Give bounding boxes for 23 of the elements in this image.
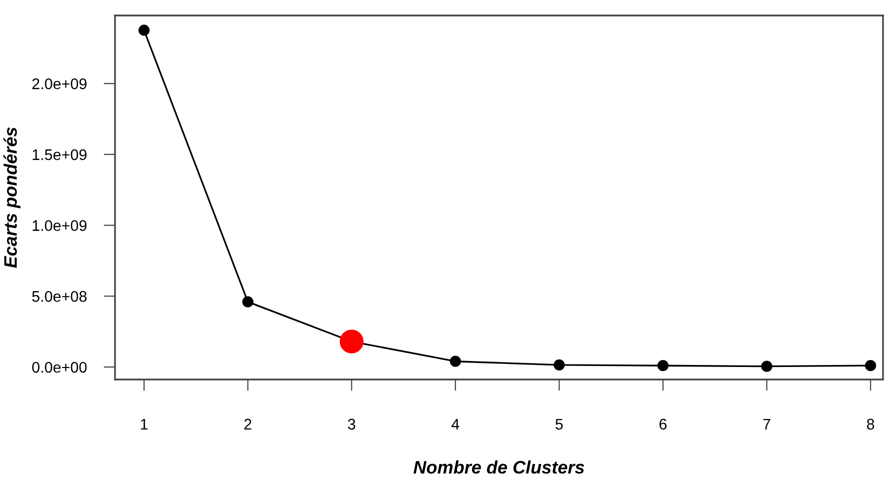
y-tick-label: 0.0e+00 [32,362,87,373]
point [340,330,364,354]
y-tick-label: 1.5e+09 [32,149,86,160]
point [761,360,772,372]
x-tick-label: 3 [348,418,356,430]
y-axis-title: Ecarts pondérés [3,127,20,268]
x-tick-label: 4 [452,418,460,430]
point [864,360,876,372]
x-tick-label: 2 [244,418,252,430]
x-tick-label: 7 [763,418,770,430]
x-axis-title: Nombre de Clusters [414,460,584,474]
x-tick-label: 6 [660,418,667,430]
point [138,24,150,36]
x-tick-label: 8 [866,418,874,430]
y-tick-label: 1.0e+09 [32,220,86,231]
point [554,359,565,370]
x-tick-label: 5 [556,418,563,430]
point [450,356,461,367]
point [242,296,254,308]
y-tick-label: 5.0e+08 [32,291,87,302]
x-tick-label: 1 [140,418,148,430]
y-tick-label: 2.0e+09 [32,78,86,90]
point [657,360,669,372]
